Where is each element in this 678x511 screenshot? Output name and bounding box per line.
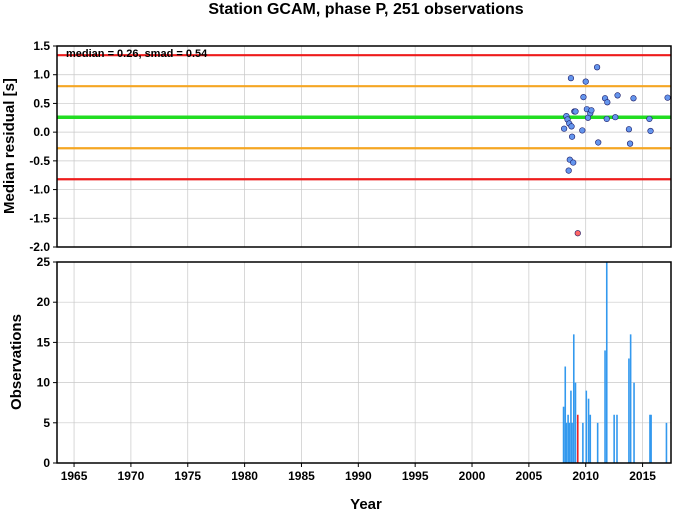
residual-point — [574, 230, 581, 237]
residual-tick-label: 0.0 — [33, 125, 50, 139]
residual-point — [572, 108, 579, 115]
residual-plot-frame — [56, 45, 672, 248]
observations-tick-label: 20 — [37, 295, 51, 309]
residual-point — [646, 115, 653, 123]
stats-annotation: median = 0.26, smad = 0.54 — [66, 48, 208, 60]
observations-y-ticks: 25 20 15 10 5 0 — [37, 255, 57, 470]
observation-bar — [605, 262, 608, 463]
observation-bar — [649, 414, 651, 463]
observation-bar — [628, 358, 630, 463]
residual-point — [630, 95, 637, 102]
observations-tick-label: 10 — [37, 376, 51, 390]
residual-point — [582, 78, 589, 85]
residual-point — [603, 115, 610, 123]
residual-point — [568, 123, 575, 130]
year-tick-label: 1990 — [345, 469, 372, 483]
observation-bar — [589, 414, 592, 463]
year-tick-label: 2000 — [459, 469, 486, 483]
year-tick-label: 1965 — [61, 469, 88, 483]
year-tick-label: 1980 — [231, 469, 258, 483]
residual-point — [593, 64, 601, 71]
observation-bar — [633, 382, 635, 463]
residual-tick-label: 1.5 — [33, 39, 50, 53]
observations-tick-label: 0 — [43, 456, 50, 470]
residual-point — [664, 94, 671, 101]
year-tick-label: 1985 — [288, 469, 315, 483]
year-tick-label: 2010 — [572, 469, 599, 483]
observation-bar — [650, 414, 652, 463]
observation-bar — [629, 334, 632, 463]
observation-bar — [570, 390, 572, 463]
residual-tick-label: 0.5 — [33, 96, 50, 110]
residual-tick-label: -1.0 — [29, 183, 50, 197]
residual-point — [561, 125, 568, 132]
residual-points — [561, 64, 671, 237]
observations-plot-frame — [56, 261, 672, 464]
residual-point — [565, 167, 572, 174]
observation-bar — [604, 350, 606, 463]
observation-bar — [565, 422, 568, 463]
observation-bar — [567, 414, 569, 463]
observation-bar — [568, 422, 571, 463]
observations-tick-label: 25 — [37, 255, 51, 269]
observation-bar — [572, 334, 575, 463]
residual-point — [604, 99, 611, 106]
observation-bar — [613, 414, 615, 463]
observation-bar — [582, 422, 584, 463]
year-tick-label: 1970 — [118, 469, 145, 483]
residual-point — [568, 133, 576, 140]
observations-tick-label: 5 — [43, 416, 50, 430]
residual-tick-label: -0.5 — [29, 154, 50, 168]
observations-bars — [562, 262, 668, 463]
residual-point — [567, 75, 575, 82]
residual-point — [588, 107, 595, 114]
chart-title: Station GCAM, phase P, 251 observations — [208, 1, 523, 18]
observation-bar — [665, 422, 668, 463]
observation-bar — [562, 406, 565, 463]
year-tick-label: 1995 — [402, 469, 429, 483]
observations-grid — [57, 261, 671, 464]
year-tick-label: 2005 — [516, 469, 543, 483]
observation-bar — [576, 414, 579, 463]
residual-y-ticks: 1.5 1.0 0.5 0.0 -0.5 -1.0 -1.5 -2.0 — [29, 39, 57, 254]
observations-tick-label: 15 — [37, 335, 51, 349]
observation-bar — [564, 366, 567, 463]
residual-point — [595, 139, 602, 146]
residual-point — [614, 92, 621, 99]
residual-tick-label: 1.0 — [33, 68, 50, 82]
residual-point — [625, 126, 633, 133]
observation-bar — [571, 422, 573, 463]
residual-point — [579, 127, 586, 134]
observation-bar — [587, 398, 590, 463]
residual-point — [580, 94, 587, 101]
observation-bar — [585, 390, 588, 463]
residual-point — [570, 159, 577, 166]
observation-bar — [616, 414, 618, 463]
residual-point — [626, 140, 634, 147]
observation-bar — [574, 382, 577, 463]
year-x-axis-label: Year — [350, 496, 382, 511]
residual-point — [647, 127, 654, 135]
year-tick-label: 2015 — [629, 469, 656, 483]
observations-y-axis-label: Observations — [8, 314, 25, 410]
residual-tick-label: -2.0 — [29, 240, 50, 254]
residual-point — [612, 114, 619, 121]
year-tick-label: 1975 — [174, 469, 201, 483]
year-x-ticks: 1965 1970 1975 1980 1985 1990 1995 2000 2005 2010… — [61, 463, 656, 483]
observation-bar — [596, 422, 599, 463]
residual-y-axis-label: Median residual [s] — [1, 78, 18, 214]
residual-grid — [57, 45, 671, 248]
residual-tick-label: -1.5 — [29, 211, 50, 225]
